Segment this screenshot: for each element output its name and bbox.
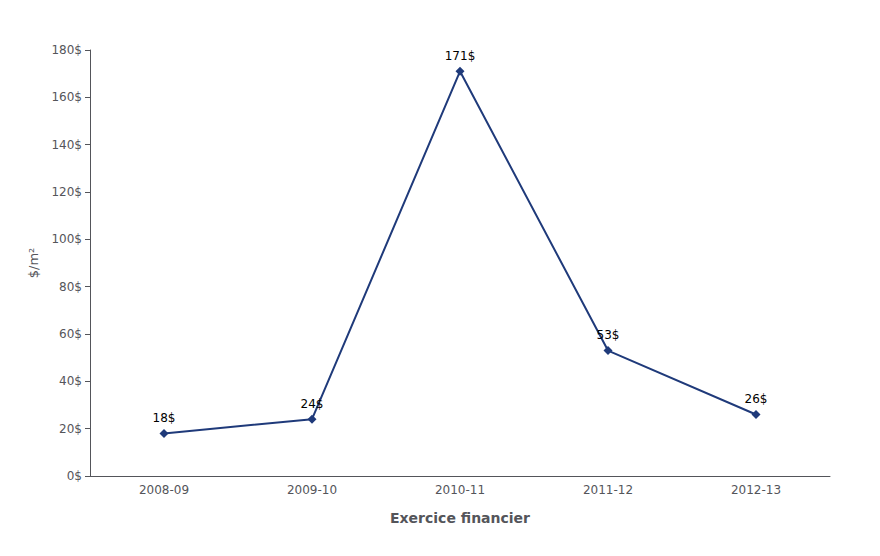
svg-text:18$: 18$ — [153, 411, 176, 425]
svg-text:100$: 100$ — [51, 232, 82, 246]
svg-text:Exercice financier: Exercice financier — [390, 510, 530, 526]
svg-text:2009-10: 2009-10 — [287, 483, 337, 497]
svg-text:120$: 120$ — [51, 185, 82, 199]
svg-text:171$: 171$ — [445, 49, 476, 63]
svg-text:20$: 20$ — [59, 422, 82, 436]
svg-text:2012-13: 2012-13 — [731, 483, 781, 497]
svg-text:53$: 53$ — [597, 328, 620, 342]
svg-text:26$: 26$ — [745, 392, 768, 406]
svg-text:24$: 24$ — [301, 397, 324, 411]
svg-text:140$: 140$ — [51, 138, 82, 152]
svg-text:0$: 0$ — [67, 469, 82, 483]
svg-text:80$: 80$ — [59, 280, 82, 294]
svg-text:60$: 60$ — [59, 327, 82, 341]
svg-text:180$: 180$ — [51, 43, 82, 57]
svg-text:2010-11: 2010-11 — [435, 483, 485, 497]
svg-text:$/m²: $/m² — [26, 248, 41, 279]
svg-text:40$: 40$ — [59, 374, 82, 388]
svg-text:2008-09: 2008-09 — [139, 483, 189, 497]
svg-text:160$: 160$ — [51, 90, 82, 104]
svg-text:2011-12: 2011-12 — [583, 483, 633, 497]
